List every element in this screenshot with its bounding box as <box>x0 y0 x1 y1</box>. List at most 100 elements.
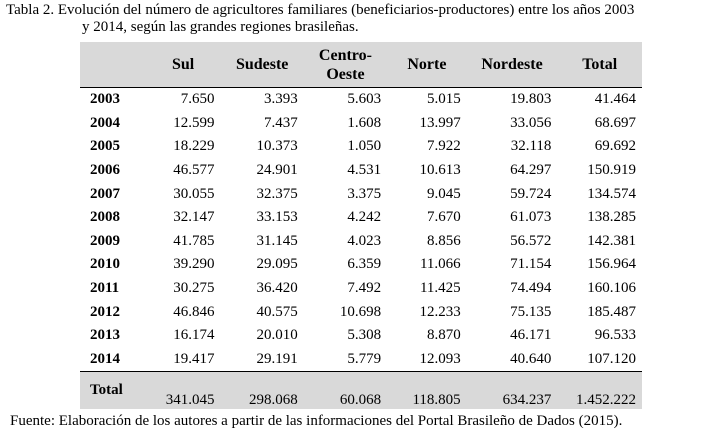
table-cell: 1.608 <box>347 114 382 131</box>
table-cell: 7.670 <box>426 209 461 226</box>
table-cell: 12.233 <box>419 303 461 320</box>
row-header: 2010 <box>90 256 120 273</box>
table-cell: 40.640 <box>510 350 552 367</box>
row-header: 2013 <box>90 327 120 344</box>
table-cell: 185.487 <box>587 303 636 320</box>
row-header: 2006 <box>90 162 120 179</box>
table-cell: 29.095 <box>256 256 298 273</box>
table-cell: 68.697 <box>594 114 636 131</box>
column-header: Norte <box>387 42 467 88</box>
table-row: 2005 18.229 10.373 1.050 7.922 32.118 69.692 <box>80 135 642 159</box>
table-cell: 1.452.222 <box>557 371 642 410</box>
table-cell: 46.577 <box>173 162 215 179</box>
row-header: 2005 <box>90 138 120 155</box>
table-row: 2004 12.599 7.437 1.608 13.997 33.056 68.697 <box>80 112 642 136</box>
table-cell: 107.120 <box>587 350 636 367</box>
table-cell: 39.290 <box>173 256 215 273</box>
table-cell: 10.698 <box>339 303 382 320</box>
table-cell: 3.375 <box>347 185 382 202</box>
table-cell: 69.692 <box>594 138 636 155</box>
table-row: 2013 16.174 20.010 5.308 8.870 46.171 96.533 <box>80 324 642 348</box>
table-cell: 11.425 <box>419 280 461 297</box>
table-cell: 4.242 <box>347 209 382 226</box>
table-cell: 142.381 <box>587 232 636 249</box>
table-cell: 19.417 <box>173 350 215 367</box>
table-cell: 31.145 <box>256 232 298 249</box>
table-row: 2011 30.275 36.420 7.492 11.425 74.494 160.106 <box>80 277 642 301</box>
data-table: Sul Sudeste Centro-Oeste Norte Nordeste Total… <box>80 42 642 410</box>
table-cell: 341.045 <box>145 371 221 410</box>
total-row: Total 341.045 298.068 60.068 118.805 634.237 1… <box>80 371 642 410</box>
table-cell: 12.093 <box>419 350 461 367</box>
table-cell: 134.574 <box>587 185 636 202</box>
table-cell: 36.420 <box>256 280 298 297</box>
table-cell: 32.147 <box>173 209 215 226</box>
header-row: Sul Sudeste Centro-Oeste Norte Nordeste Total <box>80 42 642 88</box>
table-row: 2014 19.417 29.191 5.779 12.093 40.640 107.120 <box>80 348 642 372</box>
table-cell: 9.045 <box>426 185 461 202</box>
table-cell: 4.023 <box>347 232 382 249</box>
caption-line: Tabla 2. Evolución del número de agricul… <box>6 2 635 18</box>
table-cell: 8.856 <box>426 232 461 249</box>
table-cell: 64.297 <box>510 162 552 179</box>
column-header: Sul <box>145 42 221 88</box>
table-cell: 298.068 <box>220 371 304 410</box>
table-cell: 5.015 <box>426 91 461 108</box>
column-header: Nordeste <box>466 42 558 88</box>
table-cell: 7.437 <box>264 114 298 131</box>
table-cell: 96.533 <box>594 327 636 344</box>
table-cell: 59.724 <box>510 185 552 202</box>
row-header: 2008 <box>90 209 120 226</box>
column-header <box>80 42 146 88</box>
table-cell: 5.779 <box>347 350 382 367</box>
table-cell: 74.494 <box>510 280 552 297</box>
table-cell: 40.575 <box>256 303 298 320</box>
table-cell: 3.393 <box>264 91 298 108</box>
table-cell: 634.237 <box>466 371 558 410</box>
table-cell: 20.010 <box>256 327 298 344</box>
table-cell: 33.056 <box>510 114 552 131</box>
row-header: 2004 <box>90 114 120 131</box>
table-cell: 10.373 <box>256 138 298 155</box>
row-header: 2014 <box>90 350 120 367</box>
caption-line: y 2014, según las grandes regiones brasi… <box>82 19 359 35</box>
table-row: 2007 30.055 32.375 3.375 9.045 59.724 134.574 <box>80 182 642 206</box>
table-cell: 60.068 <box>303 371 388 410</box>
table-cell: 6.359 <box>347 256 382 273</box>
column-header: Total <box>557 42 642 88</box>
source-note: Fuente: Elaboración de los autores a par… <box>10 413 623 429</box>
table-cell: 56.572 <box>510 232 552 249</box>
table-cell: 7.922 <box>426 138 461 155</box>
table-row: 2010 39.290 29.095 6.359 11.066 71.154 156.964 <box>80 253 642 277</box>
table-row: 2012 46.846 40.575 10.698 12.233 75.135 185.48… <box>80 300 642 324</box>
row-header: Total <box>80 371 146 410</box>
table-cell: 19.803 <box>510 91 552 108</box>
table-cell: 16.174 <box>173 327 215 344</box>
table-cell: 75.135 <box>510 303 552 320</box>
table-cell: 18.229 <box>173 138 215 155</box>
table-cell: 138.285 <box>587 209 636 226</box>
table-cell: 160.106 <box>587 280 636 297</box>
table-cell: 32.118 <box>510 138 552 155</box>
row-header: 2011 <box>90 280 120 297</box>
table-cell: 118.805 <box>387 371 467 410</box>
table-cell: 29.191 <box>256 350 298 367</box>
table-cell: 46.171 <box>510 327 552 344</box>
table-cell: 5.308 <box>347 327 382 344</box>
row-header: 2007 <box>90 185 120 202</box>
table-row: 2008 32.147 33.153 4.242 7.670 61.073 138.285 <box>80 206 642 230</box>
table-cell: 7.492 <box>347 280 382 297</box>
column-header: Centro-Oeste <box>303 42 388 88</box>
table-cell: 7.650 <box>180 91 215 108</box>
table-cell: 30.055 <box>173 185 215 202</box>
table-cell: 41.464 <box>594 91 636 108</box>
row-header: 2012 <box>90 303 120 320</box>
table-cell: 156.964 <box>587 256 636 273</box>
table-row: 2009 41.785 31.145 4.023 8.856 56.572 142.381 <box>80 230 642 254</box>
table-cell: 46.846 <box>173 303 215 320</box>
table-row: 2003 7.650 3.393 5.603 5.015 19.803 41.464 <box>80 88 642 112</box>
table-cell: 1.050 <box>347 138 382 155</box>
row-header: 2003 <box>90 91 120 108</box>
table-caption: Tabla 2. Evolución del número de agricul… <box>6 2 718 36</box>
